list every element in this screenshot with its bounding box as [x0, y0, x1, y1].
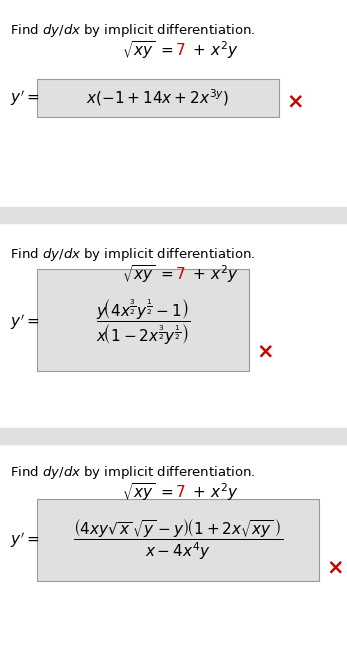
Text: Find $dy/dx$ by implicit differentiation.: Find $dy/dx$ by implicit differentiation…: [10, 22, 255, 39]
Text: $\dfrac{\left(4xy\sqrt{x}\,\sqrt{y} - y\right)\!\left(1 + 2x\sqrt{xy}\,\right)}{: $\dfrac{\left(4xy\sqrt{x}\,\sqrt{y} - y\…: [73, 518, 283, 562]
Text: $\sqrt{xy}\;=\;$: $\sqrt{xy}\;=\;$: [121, 481, 173, 503]
Text: $7$: $7$: [175, 484, 185, 500]
FancyBboxPatch shape: [37, 79, 279, 117]
Bar: [0, 428, 347, 444]
Text: $\,+\,x^2y$: $\,+\,x^2y$: [187, 263, 239, 285]
Text: $\mathbf{\times}$: $\mathbf{\times}$: [286, 92, 303, 112]
Text: $7$: $7$: [175, 266, 185, 282]
Text: $x\left(-1 + 14x + 2x^{3y}\right)$: $x\left(-1 + 14x + 2x^{3y}\right)$: [86, 88, 230, 109]
Text: Find $dy/dx$ by implicit differentiation.: Find $dy/dx$ by implicit differentiation…: [10, 246, 255, 263]
Text: $\mathbf{\times}$: $\mathbf{\times}$: [325, 558, 342, 578]
Text: $\sqrt{xy}\;=\;$: $\sqrt{xy}\;=\;$: [121, 263, 173, 285]
Text: $y' =$: $y' =$: [10, 530, 40, 550]
Text: $\,+\,x^2y$: $\,+\,x^2y$: [187, 481, 239, 503]
Text: Find $dy/dx$ by implicit differentiation.: Find $dy/dx$ by implicit differentiation…: [10, 464, 255, 481]
Text: $\dfrac{y\!\left(4x^{\frac{3}{2}}y^{\frac{1}{2}} - 1\right)}{x\!\left(1 - 2x^{\f: $\dfrac{y\!\left(4x^{\frac{3}{2}}y^{\fra…: [96, 297, 190, 347]
Text: $7$: $7$: [175, 42, 185, 58]
Text: $\,+\,x^2y$: $\,+\,x^2y$: [187, 39, 239, 61]
FancyBboxPatch shape: [37, 269, 249, 371]
Text: $y' =$: $y' =$: [10, 312, 40, 332]
Bar: [0, 207, 347, 223]
Text: $\mathbf{\times}$: $\mathbf{\times}$: [255, 342, 272, 362]
Text: $\sqrt{xy}\;=\;$: $\sqrt{xy}\;=\;$: [121, 39, 173, 61]
Text: $y' =$: $y' =$: [10, 88, 40, 108]
FancyBboxPatch shape: [37, 499, 319, 581]
